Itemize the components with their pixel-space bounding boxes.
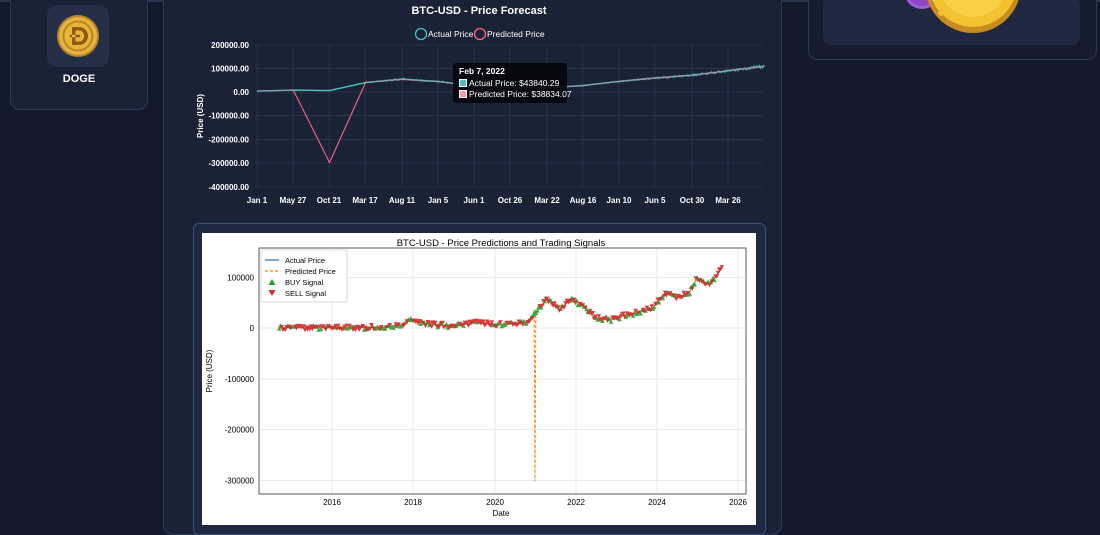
- x-tick: Mar 22: [534, 196, 560, 205]
- signals-series: [276, 265, 725, 482]
- legend-box: [260, 249, 348, 303]
- right-card: [808, 0, 1097, 60]
- signals-y-axis-label: Price (USD): [205, 349, 214, 392]
- legend-predicted-label: Predicted Price: [285, 267, 336, 276]
- y-tick: 0: [250, 324, 255, 333]
- x-tick: Jun 5: [645, 196, 666, 205]
- tooltip-predicted-value: Predicted Price: $38834.07: [469, 89, 572, 99]
- x-tick: Jun 1: [464, 196, 485, 205]
- signals-x-axis-label: Date: [493, 509, 510, 518]
- y-tick: 0.00: [233, 88, 249, 97]
- x-tick: 2018: [404, 498, 422, 507]
- y-tick: -100000.00: [209, 112, 250, 121]
- signals-chart-image: BTC-USD - Price Predictions and Trading …: [202, 233, 756, 525]
- x-tick: Jan 10: [607, 196, 632, 205]
- signals-legend: Actual Price Predicted Price BUY Signal …: [260, 249, 348, 303]
- coins-illustration-icon: [906, 0, 1019, 33]
- y-tick: -300000.00: [209, 159, 250, 168]
- right-card-inner: [823, 0, 1080, 45]
- coin-tile: [47, 5, 109, 67]
- buy-signal-markers: [276, 275, 717, 332]
- tooltip-date: Feb 7, 2022: [459, 66, 505, 76]
- legend-sell-swatch: [268, 290, 276, 296]
- sell-signal-markers: [279, 265, 725, 333]
- x-tick: 2016: [323, 498, 341, 507]
- x-tick: Mar 26: [715, 196, 741, 205]
- y-tick: 200000.00: [211, 41, 249, 50]
- y-tick: 100000.00: [211, 65, 249, 74]
- tooltip-predicted-swatch: [459, 90, 467, 98]
- tooltip-actual-row: Actual Price: $43840.29: [459, 78, 559, 88]
- legend-buy-swatch: [268, 279, 276, 285]
- signals-chart: BTC-USD - Price Predictions and Trading …: [205, 238, 747, 518]
- legend-actual-label: Actual Price: [428, 29, 474, 39]
- signals-plot-frame: [258, 247, 747, 495]
- tooltip-actual-swatch: [459, 79, 467, 87]
- doge-coin-icon: [57, 15, 99, 57]
- x-tick: Aug 16: [570, 196, 597, 205]
- x-tick: 2022: [567, 498, 585, 507]
- forecast-y-axis-label: Price (USD): [196, 94, 205, 138]
- x-tick: Aug 11: [389, 196, 416, 205]
- coin-label: DOGE: [62, 73, 96, 85]
- x-tick: 2026: [729, 498, 747, 507]
- y-tick: -300000: [225, 477, 255, 486]
- y-tick: 100000: [227, 274, 254, 283]
- forecast-grid: [255, 44, 763, 188]
- x-tick: Mar 17: [352, 196, 378, 205]
- x-tick: Jan 1: [247, 196, 268, 205]
- x-tick: Jan 5: [428, 196, 449, 205]
- x-tick: Oct 30: [680, 196, 705, 205]
- tooltip-actual-value: Actual Price: $43840.29: [469, 78, 560, 88]
- x-tick: 2020: [486, 498, 504, 507]
- x-tick: May 27: [280, 196, 307, 205]
- x-tick: Oct 26: [498, 196, 523, 205]
- legend-sell-label: SELL Signal: [285, 289, 326, 298]
- x-tick: 2024: [648, 498, 666, 507]
- price-forecast-chart: BTC-USD - Price Forecast Actual Price Pr…: [196, 5, 765, 205]
- legend-actual-swatch: [414, 27, 428, 41]
- forecast-legend[interactable]: Actual Price Predicted Price: [414, 27, 545, 41]
- legend-actual-label: Actual Price: [285, 256, 325, 265]
- legend-predicted-label: Predicted Price: [487, 29, 545, 39]
- y-tick: -400000.00: [209, 183, 250, 192]
- legend-buy-label: BUY Signal: [285, 278, 324, 287]
- y-tick: -200000.00: [209, 136, 250, 145]
- chart-tooltip: Feb 7, 2022 Actual Price: $43840.29 Pred…: [453, 63, 572, 103]
- x-tick: Oct 21: [317, 196, 342, 205]
- signals-chart-title: BTC-USD - Price Predictions and Trading …: [397, 238, 606, 249]
- forecast-chart-title: BTC-USD - Price Forecast: [411, 5, 546, 17]
- legend-predicted-swatch: [473, 27, 487, 41]
- y-tick: -100000: [225, 375, 255, 384]
- tooltip-predicted-row: Predicted Price: $38834.07: [459, 89, 572, 99]
- y-tick: -200000: [225, 426, 255, 435]
- coin-card-doge[interactable]: DOGE: [10, 0, 148, 110]
